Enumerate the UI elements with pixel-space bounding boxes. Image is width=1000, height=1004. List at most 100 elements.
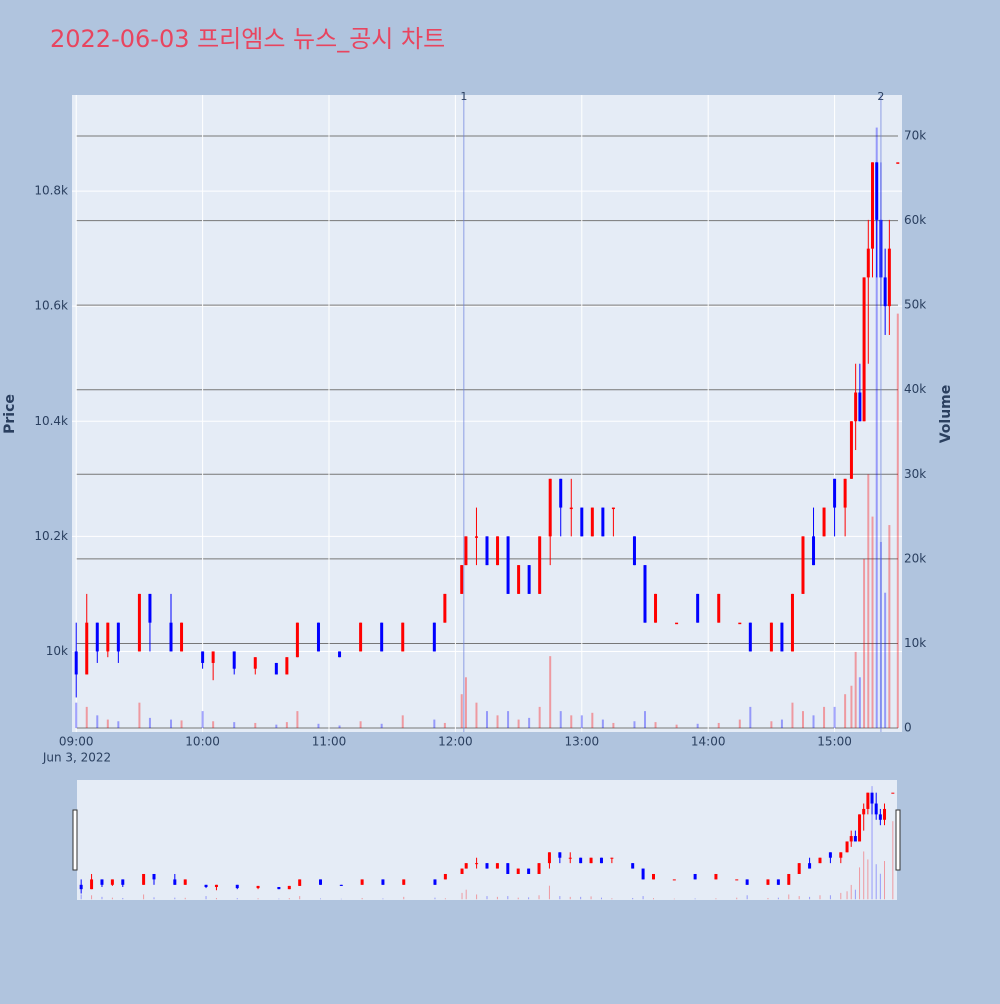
y2-axis-title: Volume <box>938 385 954 444</box>
volume-bar <box>465 677 467 728</box>
mini-volume-bar <box>809 897 810 899</box>
candle-body <box>296 623 299 658</box>
candle-body <box>654 594 657 623</box>
mini-volume-bar <box>778 898 779 900</box>
volume-bar <box>381 724 383 728</box>
candle-body <box>275 663 278 675</box>
candle-body <box>464 536 467 565</box>
candle-body <box>148 594 151 623</box>
candle-body <box>212 651 215 663</box>
mini-volume-bar <box>101 897 102 899</box>
volume-bar <box>170 720 172 728</box>
x-tick-label: 14:00 <box>691 735 726 749</box>
mini-candle-body <box>642 869 645 880</box>
mini-candle-body <box>839 852 842 857</box>
mini-volume-bar <box>445 898 446 899</box>
mini-volume-bar <box>174 898 175 900</box>
mini-candle-body <box>444 874 447 879</box>
mini-candle-body <box>787 874 790 885</box>
candle-body <box>858 392 861 421</box>
volume-bar <box>117 721 119 728</box>
mini-volume-bar <box>549 886 550 900</box>
mini-candle-body <box>579 858 582 863</box>
mini-volume-bar <box>289 898 290 899</box>
mini-candle-body <box>735 879 738 880</box>
mini-volume-bar <box>81 894 82 899</box>
volume-bar <box>855 652 857 728</box>
y2-tick-label: 10k <box>904 636 926 650</box>
candle-body <box>612 508 615 510</box>
volume-bar <box>633 721 635 728</box>
mini-candle-body <box>631 863 634 868</box>
candle-body <box>801 536 804 594</box>
mini-candle-body <box>340 885 343 886</box>
y-tick-label: 10.8k <box>34 184 68 198</box>
volume-bar <box>233 722 235 728</box>
candle-body <box>749 623 752 652</box>
volume-bar <box>317 724 319 728</box>
candle-body <box>433 623 436 652</box>
mini-candle-body <box>90 879 93 889</box>
volume-bar <box>96 715 98 728</box>
mini-candle-body <box>854 836 857 841</box>
mini-volume-bar <box>632 898 633 899</box>
volume-bar <box>254 723 256 728</box>
mini-candle-body <box>846 841 849 852</box>
volume-bar <box>591 713 593 728</box>
candle-body <box>517 565 520 594</box>
mini-candle-body <box>486 863 489 868</box>
mini-volume-bar <box>580 897 581 899</box>
candle-body <box>538 536 541 594</box>
range-handle[interactable] <box>896 810 900 870</box>
mini-volume-bar <box>847 891 848 899</box>
candle-body <box>633 536 636 565</box>
mini-candle-body <box>361 879 364 884</box>
volume-bar <box>781 720 783 728</box>
range-handle[interactable] <box>73 810 77 870</box>
mini-candle-body <box>590 858 593 863</box>
mini-candle-body <box>862 809 865 814</box>
mini-volume-bar <box>528 897 529 899</box>
mini-volume-bar <box>884 861 885 899</box>
mini-candle-body <box>829 852 832 857</box>
mini-candle-body <box>558 852 561 857</box>
candle-body <box>884 277 887 306</box>
mini-volume-bar <box>863 851 864 899</box>
mini-candle-body <box>527 869 530 874</box>
candle-body <box>201 651 204 663</box>
mini-volume-bar <box>258 898 259 899</box>
event-label: 2 <box>877 90 884 103</box>
candle-body <box>888 249 891 307</box>
volume-bar <box>697 724 699 728</box>
candle-body <box>896 162 899 164</box>
candle-body <box>738 623 741 625</box>
mini-volume-bar <box>851 885 852 899</box>
mini-candle-body <box>548 852 551 863</box>
mini-candle-body <box>879 814 882 819</box>
mini-candle-body <box>714 874 717 879</box>
mini-candle-body <box>746 879 749 884</box>
mini-volume-bar <box>466 890 467 900</box>
mini-candle-body <box>319 879 322 884</box>
volume-bar <box>888 525 890 728</box>
volume-bar <box>360 721 362 728</box>
mini-volume-bar <box>788 894 789 899</box>
mini-candle-body <box>142 874 145 885</box>
mini-volume-bar <box>840 893 841 899</box>
volume-bar <box>212 721 214 728</box>
mini-volume-bar <box>462 893 463 899</box>
volume-bar <box>560 711 562 728</box>
y2-tick-label: 50k <box>904 298 926 312</box>
mini-volume-bar <box>476 894 477 899</box>
volume-bar <box>859 677 861 728</box>
candle-body <box>117 623 120 652</box>
volume-bar <box>863 559 865 728</box>
candle-body <box>812 536 815 565</box>
candle-body <box>317 623 320 652</box>
candle-body <box>823 508 826 537</box>
volume-bar <box>655 722 657 728</box>
candle-body <box>591 508 594 537</box>
volume-bar <box>770 721 772 728</box>
